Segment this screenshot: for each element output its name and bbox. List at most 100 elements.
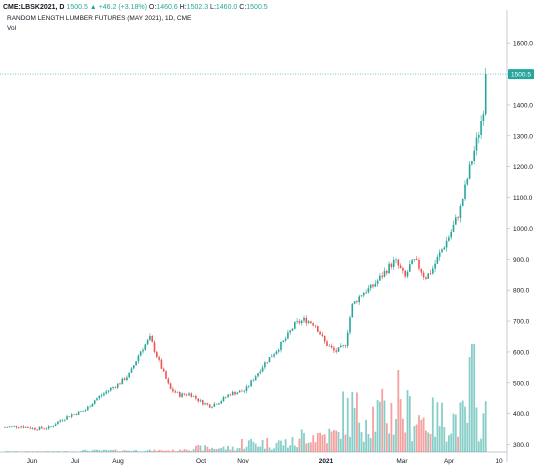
candle-body [372, 284, 374, 287]
y-tick-label: 500.0 [513, 380, 530, 387]
candle-body [257, 373, 259, 377]
close-value: 1500.5 [246, 4, 268, 11]
volume-bar [91, 450, 94, 452]
volume-bar [192, 449, 195, 452]
candle-body [298, 321, 301, 324]
volume-bar [254, 443, 257, 452]
candle-body [174, 391, 176, 393]
volume-bar [181, 450, 183, 452]
candle-body [275, 351, 278, 355]
candle-body [54, 424, 57, 427]
candle-body [156, 351, 158, 358]
candle-body [455, 217, 457, 225]
volume-bar [73, 451, 75, 452]
volume-bar [411, 441, 413, 452]
candle-body [238, 390, 241, 393]
volume-bar [362, 441, 365, 452]
up-arrow-icon: ▲ [89, 4, 97, 11]
volume-bar [346, 397, 349, 452]
candle-body [277, 349, 280, 352]
candle-body [386, 270, 388, 274]
candle-body [326, 341, 328, 346]
volume-bar [266, 437, 269, 452]
candle-body [388, 263, 390, 274]
candle-body [448, 237, 450, 241]
volume-bar [57, 451, 59, 452]
volume-bar [415, 424, 418, 452]
candle-body [351, 303, 354, 318]
volume-bar [293, 445, 296, 452]
candle-body [57, 421, 59, 425]
y-tick-label: 1200.0 [513, 164, 533, 171]
candle-body [144, 344, 147, 350]
volume-bar [126, 450, 128, 452]
volume-bar [429, 434, 432, 452]
candle-body [199, 400, 202, 402]
candle-body [420, 268, 423, 273]
volume-bar [13, 451, 16, 452]
volume-bar [282, 445, 285, 452]
candle-body [176, 392, 179, 393]
candle-body [121, 378, 124, 385]
volume-bar [291, 437, 294, 452]
candle-body [282, 340, 285, 343]
volume-bar [330, 431, 333, 452]
y-tick-label: 1100.0 [513, 195, 533, 202]
candle-body [390, 263, 393, 268]
volume-bar [84, 449, 87, 452]
candle-body [353, 301, 356, 304]
candle-body [183, 393, 186, 395]
candle-body [225, 397, 227, 398]
volume-bar [307, 442, 310, 452]
candle-body [358, 296, 360, 303]
volume-bar [160, 450, 163, 452]
volume-bar [374, 431, 377, 452]
candle-body [383, 270, 386, 277]
candle-body [112, 387, 114, 388]
candle-body [346, 332, 349, 346]
volume-bar [128, 450, 131, 452]
last-price: 1500.5 [66, 4, 88, 11]
candle-body [231, 391, 234, 396]
volume-bar [484, 401, 487, 452]
volume-bar [204, 445, 206, 452]
volume-bar [468, 357, 471, 452]
y-tick-label: 1600.0 [513, 41, 533, 48]
volume-bar [388, 433, 390, 452]
candle-body [15, 425, 18, 428]
volume-bar [372, 406, 374, 452]
symbol-label: CME:LBSK2021, D [3, 4, 65, 11]
volume-bar [305, 443, 308, 452]
candle-body [167, 378, 170, 384]
candle-body [482, 114, 485, 121]
candle-body [478, 134, 480, 138]
candle-body [41, 426, 43, 429]
candle-body [404, 270, 406, 277]
volume-bar [261, 439, 264, 452]
volume-bar [45, 451, 48, 452]
volume-bar [224, 449, 227, 452]
volume-bar [151, 451, 154, 452]
candle-body [427, 273, 429, 279]
volume-bar [406, 390, 409, 452]
volume-bar [280, 440, 282, 452]
volume-bar [337, 431, 340, 452]
volume-bar [195, 445, 197, 452]
candle-body [213, 403, 216, 407]
high-value: 1502.3 [186, 4, 209, 11]
volume-bar [149, 449, 151, 452]
candle-body [93, 400, 96, 404]
y-tick-label: 700.0 [513, 319, 530, 326]
candle-body [411, 259, 413, 265]
candle-body [381, 275, 383, 277]
candle-body [340, 345, 342, 348]
candle-body [243, 390, 245, 392]
candle-body [202, 400, 204, 405]
candle-body [146, 340, 149, 345]
volume-bar [273, 448, 275, 452]
y-tick-label: 1400.0 [513, 102, 533, 109]
candle-body [356, 301, 358, 303]
volume-bar [105, 449, 108, 452]
candle-body [128, 372, 130, 378]
